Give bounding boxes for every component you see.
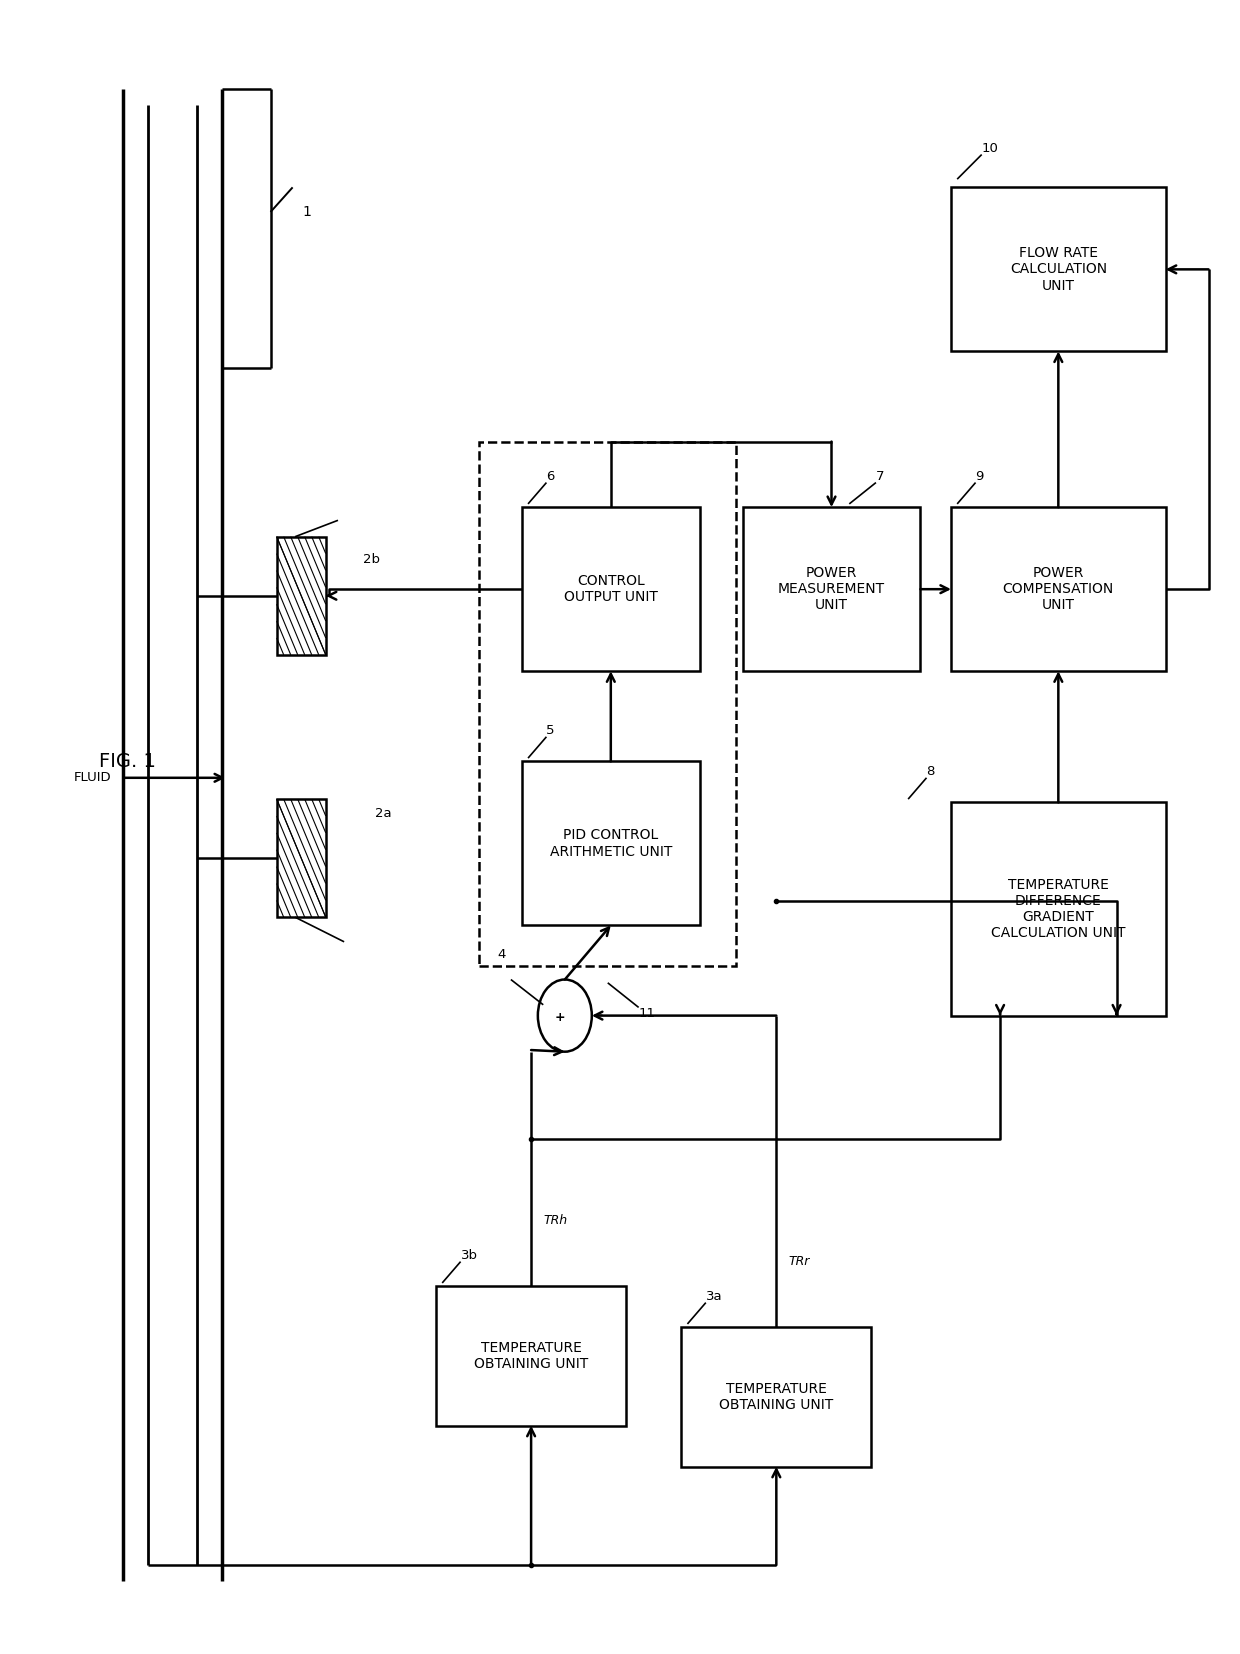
Text: 1: 1 xyxy=(303,205,311,218)
Text: TEMPERATURE
OBTAINING UNIT: TEMPERATURE OBTAINING UNIT xyxy=(719,1381,833,1413)
Text: FLUID: FLUID xyxy=(73,771,112,784)
Text: CONTROL
OUTPUT UNIT: CONTROL OUTPUT UNIT xyxy=(564,574,657,604)
Text: 5: 5 xyxy=(547,724,556,736)
Text: POWER
MEASUREMENT
UNIT: POWER MEASUREMENT UNIT xyxy=(777,566,885,612)
Text: TEMPERATURE
DIFFERENCE
GRADIENT
CALCULATION UNIT: TEMPERATURE DIFFERENCE GRADIENT CALCULAT… xyxy=(991,878,1126,941)
FancyBboxPatch shape xyxy=(522,761,699,925)
FancyBboxPatch shape xyxy=(522,508,699,672)
Text: 4: 4 xyxy=(497,948,506,961)
FancyBboxPatch shape xyxy=(436,1287,626,1426)
Text: 9: 9 xyxy=(976,470,985,483)
Text: TRr: TRr xyxy=(789,1255,810,1269)
Text: FLOW RATE
CALCULATION
UNIT: FLOW RATE CALCULATION UNIT xyxy=(1009,246,1107,293)
Text: 2a: 2a xyxy=(374,807,392,820)
Text: 3a: 3a xyxy=(706,1290,723,1303)
Text: 6: 6 xyxy=(547,470,554,483)
Text: 7: 7 xyxy=(875,470,884,483)
Text: FIG. 1: FIG. 1 xyxy=(99,753,156,771)
FancyBboxPatch shape xyxy=(951,187,1166,351)
Text: TEMPERATURE
OBTAINING UNIT: TEMPERATURE OBTAINING UNIT xyxy=(474,1341,588,1371)
FancyBboxPatch shape xyxy=(951,802,1166,1016)
FancyBboxPatch shape xyxy=(681,1327,872,1467)
Text: TRh: TRh xyxy=(543,1214,568,1227)
Text: 3b: 3b xyxy=(460,1249,477,1262)
FancyBboxPatch shape xyxy=(951,508,1166,672)
Text: 8: 8 xyxy=(926,764,935,777)
Text: 10: 10 xyxy=(982,142,998,154)
Text: 11: 11 xyxy=(639,1007,656,1021)
Text: POWER
COMPENSATION
UNIT: POWER COMPENSATION UNIT xyxy=(1003,566,1114,612)
FancyBboxPatch shape xyxy=(277,799,326,918)
Text: PID CONTROL
ARITHMETIC UNIT: PID CONTROL ARITHMETIC UNIT xyxy=(549,829,672,858)
FancyBboxPatch shape xyxy=(277,536,326,655)
FancyBboxPatch shape xyxy=(743,508,920,672)
Text: 2b: 2b xyxy=(362,552,379,566)
Text: +: + xyxy=(554,1011,565,1024)
Text: -: - xyxy=(598,1009,603,1022)
